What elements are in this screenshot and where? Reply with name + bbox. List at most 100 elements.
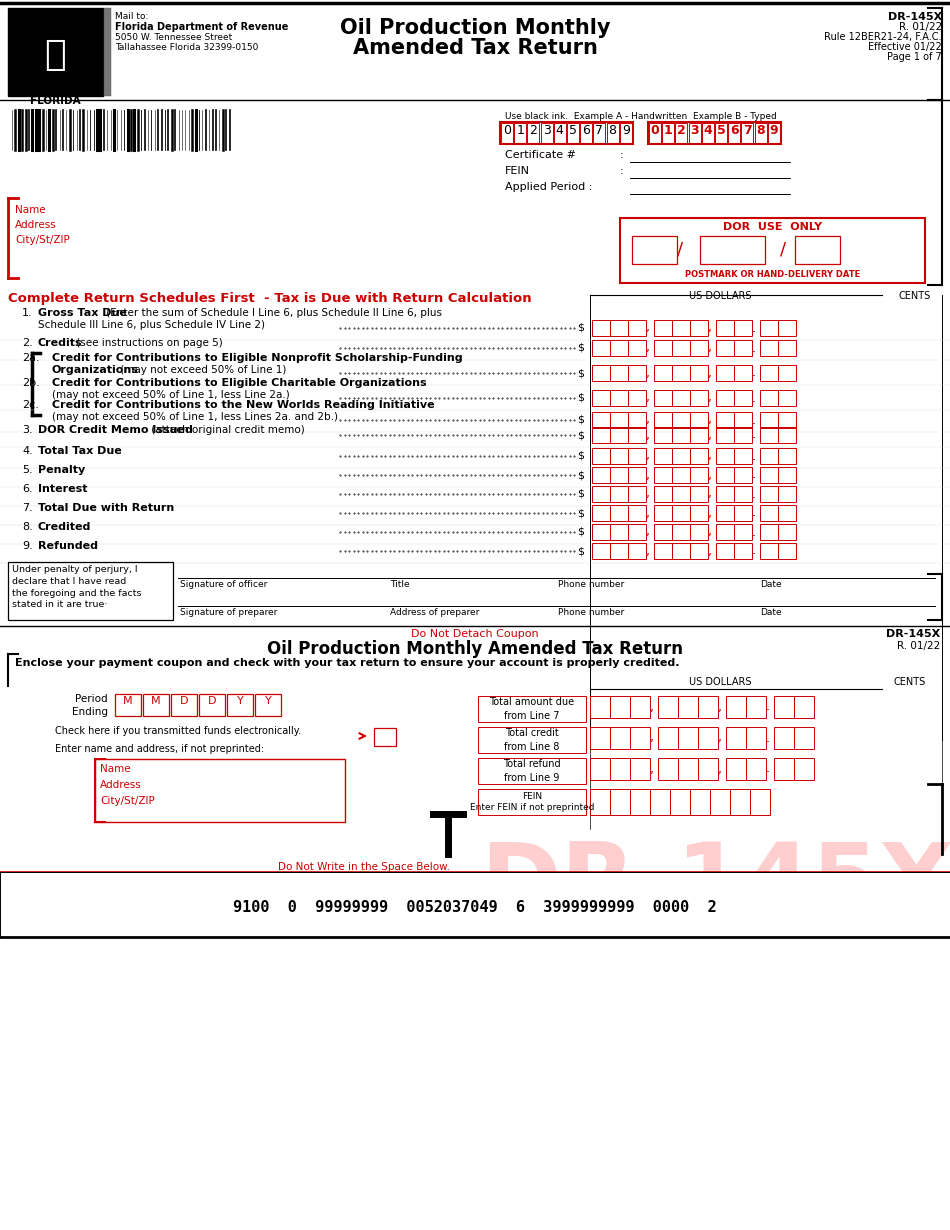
Text: FEIN
Enter FEIN if not preprinted: FEIN Enter FEIN if not preprinted [469, 792, 595, 812]
Bar [690, 339, 708, 355]
Bar [592, 486, 610, 502]
Bar [592, 448, 610, 464]
Bar [630, 696, 650, 718]
Bar [690, 524, 708, 540]
Text: ,: , [646, 428, 650, 442]
Text: ,: , [646, 367, 650, 380]
Bar [628, 390, 646, 406]
Bar [794, 758, 814, 780]
Bar [478, 696, 586, 722]
Bar [760, 542, 778, 558]
Bar [628, 448, 646, 464]
Text: ,: , [708, 469, 712, 481]
Bar [592, 365, 610, 381]
Bar [592, 412, 610, 428]
Bar [702, 123, 713, 143]
Text: US DOLLARS: US DOLLARS [689, 676, 751, 688]
Bar [734, 524, 752, 540]
Bar [778, 486, 796, 502]
Bar [778, 390, 796, 406]
Bar [760, 365, 778, 381]
Bar [734, 339, 752, 355]
Text: M: M [151, 696, 161, 706]
Text: 6: 6 [730, 124, 738, 137]
Text: 3: 3 [542, 124, 551, 137]
Text: ,: , [708, 428, 712, 442]
Bar [628, 365, 646, 381]
Text: Signature of preparer: Signature of preparer [180, 608, 277, 617]
Bar [768, 123, 780, 143]
Text: 5: 5 [569, 124, 577, 137]
Text: .: . [752, 342, 756, 354]
Text: Total Due with Return: Total Due with Return [38, 503, 174, 513]
Bar [754, 123, 767, 143]
Bar [255, 694, 281, 716]
Bar [654, 390, 672, 406]
Text: Do Not Write in the Space Below.: Do Not Write in the Space Below. [278, 862, 450, 872]
Bar [716, 448, 734, 464]
Bar [104, 9, 111, 96]
Bar [630, 788, 650, 815]
Text: $: $ [577, 394, 584, 403]
Text: 9.: 9. [22, 541, 32, 551]
Bar [698, 727, 718, 749]
Text: 7.: 7. [22, 503, 32, 513]
Bar [716, 467, 734, 483]
Text: Period
Ending: Period Ending [72, 694, 108, 717]
Bar [628, 339, 646, 355]
Bar [654, 467, 672, 483]
Bar [654, 486, 672, 502]
Bar [672, 467, 690, 483]
Bar [610, 788, 630, 815]
Bar [741, 123, 753, 143]
Text: ,: , [708, 487, 712, 501]
Text: 4: 4 [703, 124, 712, 137]
Text: Certificate #: Certificate # [505, 150, 576, 160]
Bar [672, 448, 690, 464]
Text: Tallahassee Florida 32399-0150: Tallahassee Florida 32399-0150 [115, 43, 258, 52]
Text: $: $ [577, 470, 584, 480]
Text: 3.: 3. [22, 426, 32, 435]
Text: ,: , [646, 449, 650, 462]
Bar [592, 427, 610, 443]
Bar [760, 427, 778, 443]
Bar [690, 788, 710, 815]
Text: $: $ [577, 451, 584, 461]
Text: $: $ [577, 415, 584, 426]
Bar [610, 758, 630, 780]
Text: .: . [766, 763, 770, 775]
Bar [610, 727, 630, 749]
Text: Page 1 of 7: Page 1 of 7 [887, 52, 942, 62]
Text: 2b.: 2b. [22, 378, 40, 387]
Bar [778, 506, 796, 522]
Bar [746, 758, 766, 780]
Bar [715, 123, 727, 143]
Text: .: . [766, 732, 770, 744]
Bar [654, 448, 672, 464]
Bar [774, 696, 794, 718]
Text: $: $ [577, 430, 584, 440]
Text: 2: 2 [677, 124, 686, 137]
Text: Complete Return Schedules First  - Tax is Due with Return Calculation: Complete Return Schedules First - Tax is… [8, 292, 532, 305]
Bar [716, 412, 734, 428]
Bar [514, 123, 526, 143]
Bar [760, 448, 778, 464]
Bar [649, 123, 661, 143]
Text: Y: Y [237, 696, 243, 706]
Bar [760, 524, 778, 540]
Bar [374, 728, 396, 747]
Bar [698, 696, 718, 718]
Text: .: . [752, 413, 756, 427]
Bar [662, 123, 674, 143]
Text: Credits: Credits [38, 338, 83, 348]
Text: 🌴: 🌴 [45, 38, 66, 73]
Bar [690, 486, 708, 502]
Bar [592, 320, 610, 336]
Bar [592, 467, 610, 483]
Bar [654, 524, 672, 540]
Bar [778, 412, 796, 428]
Bar [227, 694, 253, 716]
Bar [678, 727, 698, 749]
Bar [716, 524, 734, 540]
Text: Total amount due
from Line 7: Total amount due from Line 7 [489, 697, 575, 721]
